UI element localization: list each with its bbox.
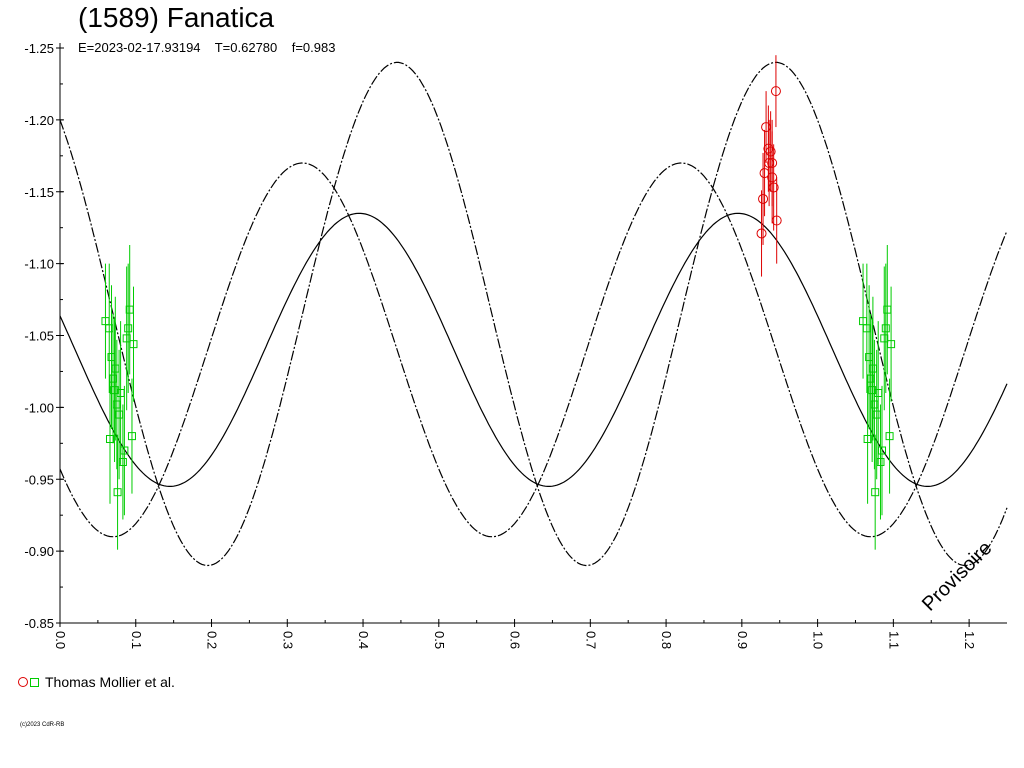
data-point-circle — [759, 168, 770, 179]
x-tick-label: 0.1 — [129, 631, 144, 649]
copyright-text: (c)2023 CdR-RB — [20, 722, 65, 728]
y-tick-label: -0.85 — [24, 616, 54, 631]
data-point-square — [106, 435, 115, 443]
x-tick-label: 0.0 — [53, 631, 68, 649]
x-tick-label: 1.1 — [886, 631, 901, 649]
data-point-square — [111, 364, 120, 373]
data-point-circle — [758, 193, 769, 204]
x-tick-label: 0.7 — [583, 631, 598, 649]
legend-circle-marker — [18, 677, 28, 687]
chart-subtitle: E=2023-02-17.93194 T=0.62780 f=0.983 — [78, 40, 336, 55]
data-point-circle — [765, 146, 776, 157]
data-point-square — [124, 324, 133, 333]
y-tick-label: -0.90 — [24, 544, 54, 559]
x-tick-label: 0.8 — [659, 631, 674, 649]
model-curve-solid — [59, 212, 1008, 487]
x-tick-label: 0.3 — [280, 631, 295, 649]
y-tick-label: -1.05 — [24, 329, 54, 344]
data-point-square — [868, 364, 877, 373]
data-point-square — [120, 446, 129, 455]
axes: -1.25 -1.20 -1.15 -1.10 -1.05 -1.00 -0.95 -0.90… — [24, 41, 1007, 649]
data-point-circle — [771, 215, 782, 226]
x-tick-label: 0.9 — [735, 631, 750, 649]
data-point-circle — [770, 86, 781, 97]
data-point-square — [871, 488, 880, 497]
y-tick-label: -1.25 — [24, 41, 54, 56]
data-point-circle — [763, 143, 774, 154]
data-point-square — [881, 324, 890, 333]
x-tick-label: 0.2 — [205, 631, 220, 649]
y-tick-label: -1.10 — [24, 257, 54, 272]
data-point-square — [868, 386, 877, 395]
y-tick-label: -1.00 — [24, 400, 54, 415]
x-tick-label: 0.6 — [508, 631, 523, 649]
data-point-square — [113, 488, 122, 497]
data-point-square — [877, 446, 886, 455]
data-point-square — [876, 458, 885, 466]
data-point-square — [118, 458, 127, 466]
x-tick-label: 0.5 — [432, 631, 447, 649]
legend-label: Thomas Mollier et al. — [45, 674, 175, 690]
legend-square-marker — [30, 677, 39, 687]
data-point-square — [885, 432, 894, 441]
x-tick-label: 0.4 — [356, 631, 371, 649]
data-point-square — [887, 340, 896, 349]
data-points — [101, 55, 896, 550]
y-tick-label: -1.15 — [24, 185, 54, 200]
data-point-square — [127, 432, 136, 441]
chart-title: (1589) Fanatica — [78, 2, 275, 33]
x-tick-label: 1.2 — [962, 631, 977, 649]
model-curve-dashed — [59, 162, 1008, 538]
legend: Thomas Mollier et al. — [18, 674, 175, 690]
provisoire-watermark: Provisoire — [918, 537, 996, 615]
data-point-circle — [767, 158, 778, 168]
x-tick-label: 1.0 — [811, 631, 826, 649]
data-point-square — [863, 435, 872, 443]
data-point-circle — [768, 182, 779, 193]
data-point-square — [129, 340, 138, 349]
data-point-circle — [756, 228, 767, 239]
y-tick-label: -0.95 — [24, 472, 54, 487]
model-curve-dashed — [59, 61, 1008, 567]
model-curves — [59, 61, 1008, 567]
data-point-square — [110, 386, 119, 395]
y-tick-label: -1.20 — [24, 113, 54, 128]
